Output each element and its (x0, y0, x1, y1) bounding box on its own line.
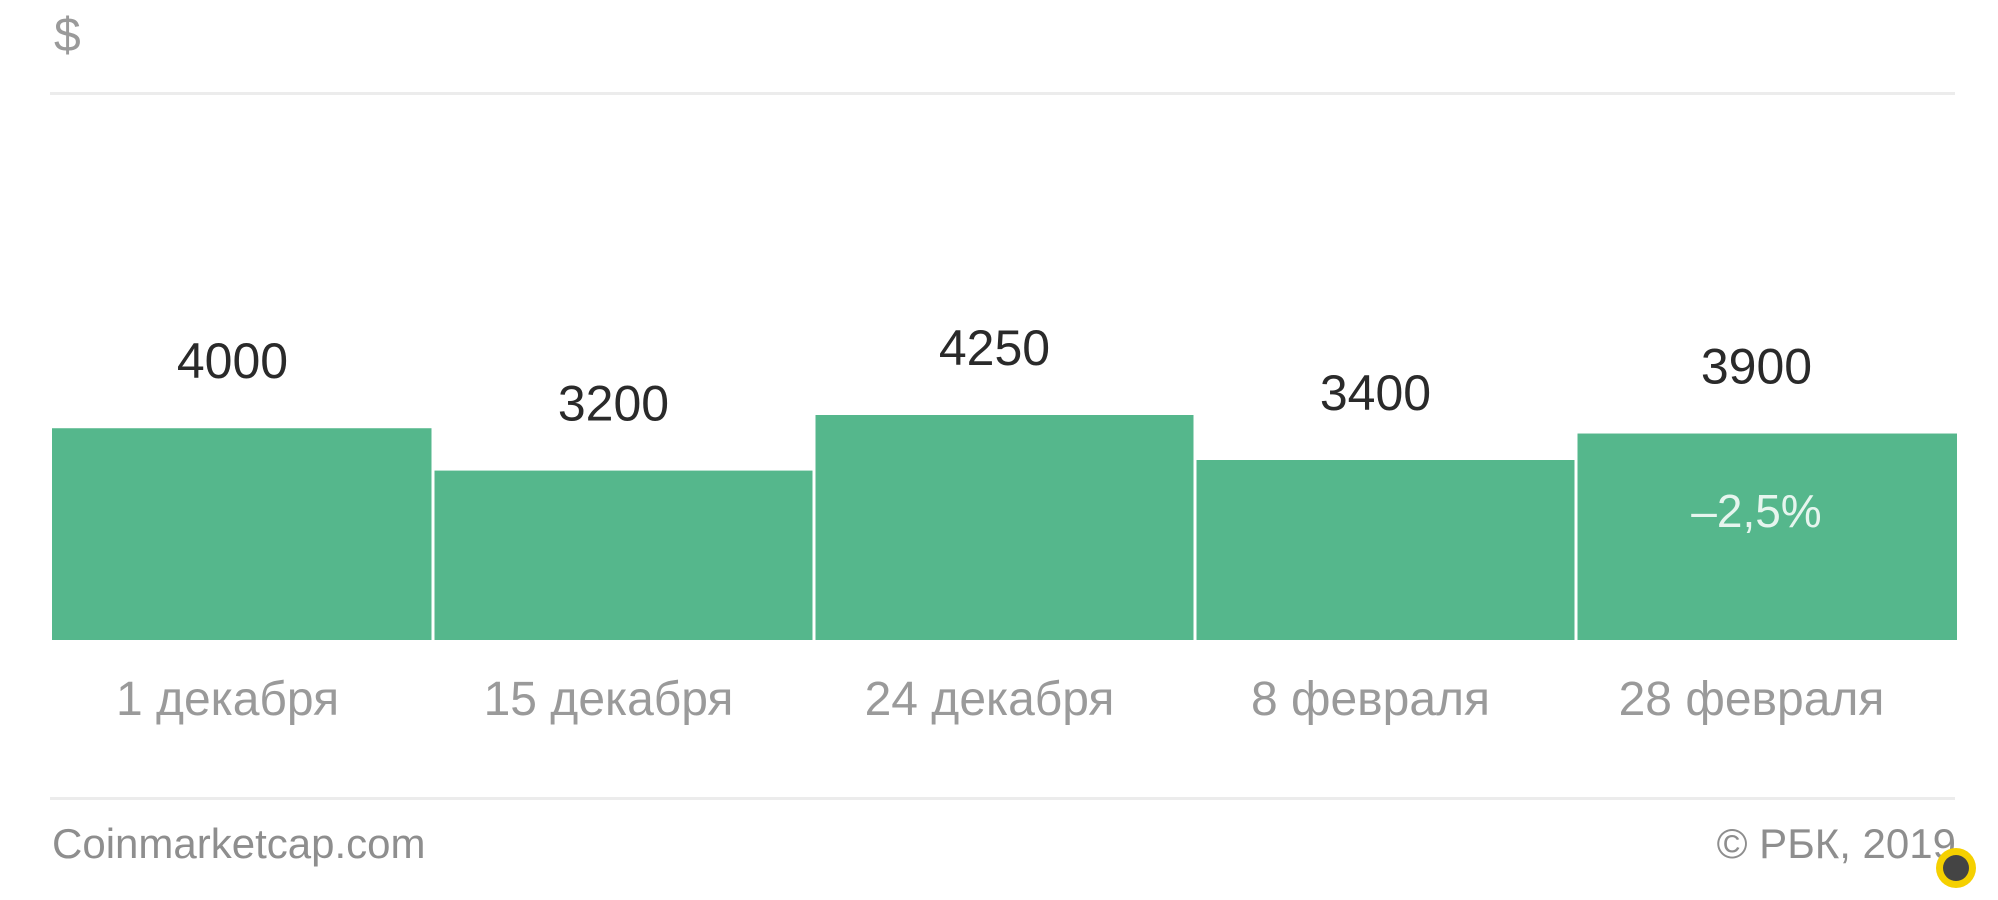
change-annotation: –2,5% (1691, 485, 1821, 537)
value-label: 4000 (177, 333, 288, 389)
cancer-zodiac-badge-icon (1936, 848, 1976, 888)
bar (1577, 433, 1957, 640)
category-label: 8 февраля (1251, 673, 1490, 726)
bar (434, 470, 813, 640)
category-label: 24 декабря (865, 673, 1115, 726)
value-label: 3900 (1701, 339, 1812, 395)
source-label: Coinmarketcap.com (52, 820, 426, 867)
unit-label: $ (54, 9, 81, 62)
copyright-label: © РБК, 2019 (1716, 820, 1956, 867)
category-label: 1 декабря (116, 673, 339, 726)
bar (1196, 460, 1575, 640)
category-label: 15 декабря (484, 673, 734, 726)
bottom-divider (50, 797, 1955, 800)
value-label: 3400 (1320, 365, 1431, 421)
bar (52, 428, 432, 640)
value-label: 3200 (558, 376, 669, 432)
category-label: 28 февраля (1619, 673, 1885, 726)
top-divider (50, 92, 1955, 95)
bar (815, 415, 1194, 640)
value-label: 4250 (939, 320, 1050, 376)
